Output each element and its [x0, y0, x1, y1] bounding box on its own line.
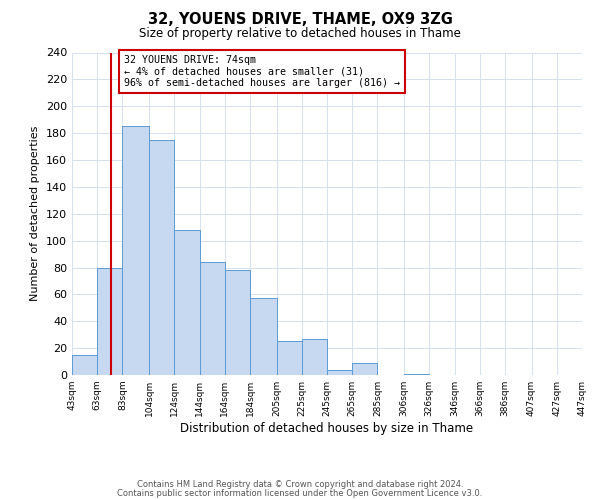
Text: Contains public sector information licensed under the Open Government Licence v3: Contains public sector information licen… [118, 490, 482, 498]
Bar [149, 140, 174, 375]
Text: Size of property relative to detached houses in Thame: Size of property relative to detached ho… [139, 28, 461, 40]
Bar [225, 270, 250, 375]
Bar [250, 298, 277, 375]
Bar [72, 355, 97, 375]
X-axis label: Distribution of detached houses by size in Thame: Distribution of detached houses by size … [181, 422, 473, 435]
Bar [302, 338, 327, 375]
Bar [404, 374, 429, 375]
Bar [97, 268, 122, 375]
Bar [352, 363, 377, 375]
Bar [327, 370, 352, 375]
Text: Contains HM Land Registry data © Crown copyright and database right 2024.: Contains HM Land Registry data © Crown c… [137, 480, 463, 489]
Y-axis label: Number of detached properties: Number of detached properties [31, 126, 40, 302]
Bar [199, 262, 225, 375]
Bar [174, 230, 199, 375]
Text: 32, YOUENS DRIVE, THAME, OX9 3ZG: 32, YOUENS DRIVE, THAME, OX9 3ZG [148, 12, 452, 28]
Bar [122, 126, 149, 375]
Bar [277, 342, 302, 375]
Text: 32 YOUENS DRIVE: 74sqm
← 4% of detached houses are smaller (31)
96% of semi-deta: 32 YOUENS DRIVE: 74sqm ← 4% of detached … [124, 55, 400, 88]
